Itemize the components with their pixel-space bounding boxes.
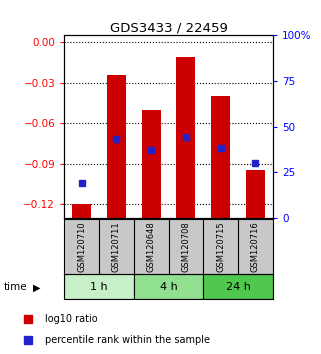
Bar [246,170,265,218]
Bar [176,57,195,218]
Bar [72,204,91,218]
Text: GSM120711: GSM120711 [112,222,121,272]
Text: time: time [3,282,27,292]
Bar [142,110,161,218]
Text: GSM120708: GSM120708 [181,222,190,272]
Text: GSM120648: GSM120648 [147,222,156,272]
Text: GSM120715: GSM120715 [216,222,225,272]
Bar [203,274,273,299]
Bar [107,75,126,218]
Bar [64,274,134,299]
Text: ▶: ▶ [33,282,41,292]
Text: percentile rank within the sample: percentile rank within the sample [45,335,210,345]
Title: GDS3433 / 22459: GDS3433 / 22459 [109,21,228,34]
Text: 24 h: 24 h [226,282,250,292]
Bar [211,96,230,218]
Text: 4 h: 4 h [160,282,178,292]
Text: log10 ratio: log10 ratio [45,314,98,324]
Bar [134,274,203,299]
Text: 1 h: 1 h [90,282,108,292]
Text: GSM120710: GSM120710 [77,222,86,272]
Text: GSM120716: GSM120716 [251,222,260,272]
